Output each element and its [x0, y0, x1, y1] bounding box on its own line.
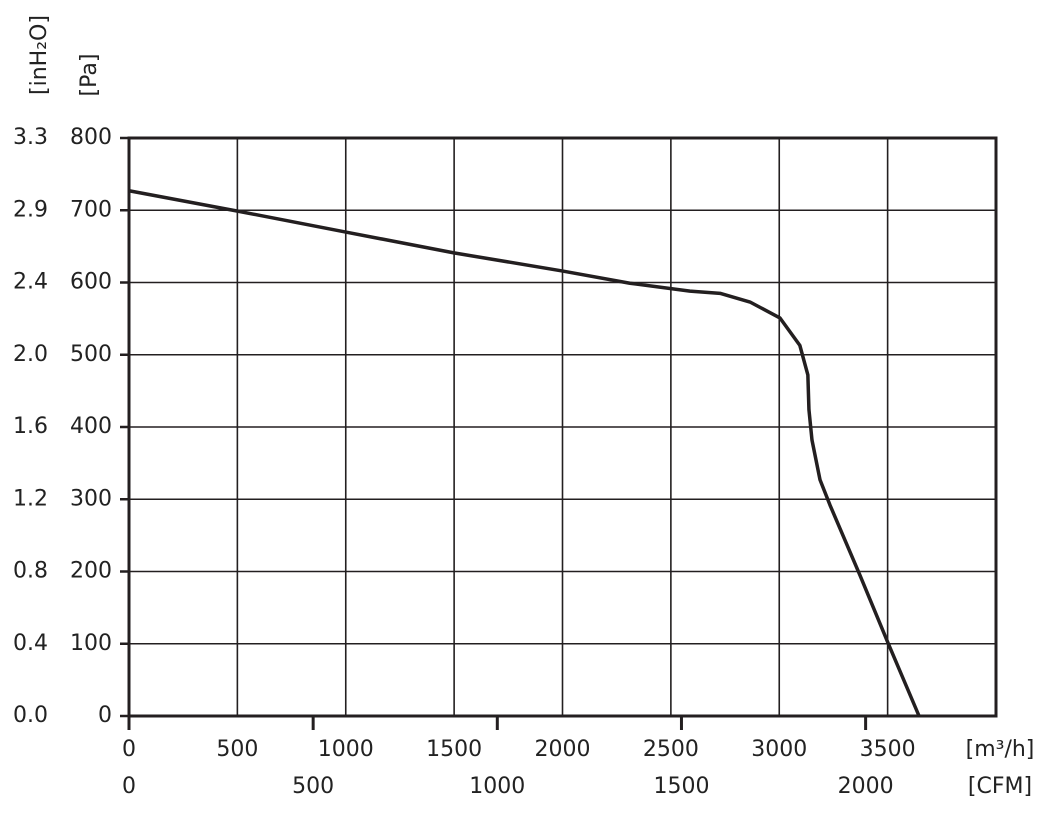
y2-tick-label: 0.0 [13, 703, 48, 728]
x2-axis-label: [CFM] [968, 774, 1032, 799]
y2-tick-label: 2.9 [13, 197, 48, 222]
y-tick-label: 300 [70, 486, 112, 511]
x2-tick-label: 500 [292, 774, 334, 799]
y-tick-label: 400 [70, 414, 112, 439]
y2-tick-label: 0.4 [13, 631, 48, 656]
y2-axis-label: [inH₂O] [27, 15, 52, 95]
series-line [128, 189, 921, 717]
y-tick-label: 800 [70, 125, 112, 150]
y2-tick-label: 2.0 [13, 342, 48, 367]
y-tick-label: 600 [70, 270, 112, 295]
x2-tick-label: 2000 [838, 774, 894, 799]
x-tick-label: 500 [216, 737, 258, 762]
y-axis-label: [Pa] [77, 54, 102, 97]
y2-tick-label: 1.2 [13, 486, 48, 511]
x-tick-label: 2000 [535, 737, 591, 762]
x2-tick-label: 1500 [653, 774, 709, 799]
plot-frame [127, 136, 998, 718]
x-axis-label: [m³/h] [966, 737, 1035, 762]
x-tick-label: 0 [122, 737, 136, 762]
y-tick-label: 100 [70, 631, 112, 656]
x-tick-label: 3000 [751, 737, 807, 762]
y-tick-label: 500 [70, 342, 112, 367]
y-tick-label: 700 [70, 197, 112, 222]
x-tick-label: 1500 [426, 737, 482, 762]
y2-tick-label: 3.3 [13, 125, 48, 150]
y2-tick-label: 2.4 [13, 270, 48, 295]
x-tick-label: 1000 [318, 737, 374, 762]
x2-tick-label: 0 [122, 774, 136, 799]
y-tick-label: 200 [70, 559, 112, 584]
x-tick-label: 3500 [860, 737, 916, 762]
y2-tick-label: 1.6 [13, 414, 48, 439]
x-tick-label: 2500 [643, 737, 699, 762]
y-tick-label: 0 [98, 703, 112, 728]
y2-tick-label: 0.8 [13, 559, 48, 584]
x2-tick-label: 1000 [469, 774, 525, 799]
